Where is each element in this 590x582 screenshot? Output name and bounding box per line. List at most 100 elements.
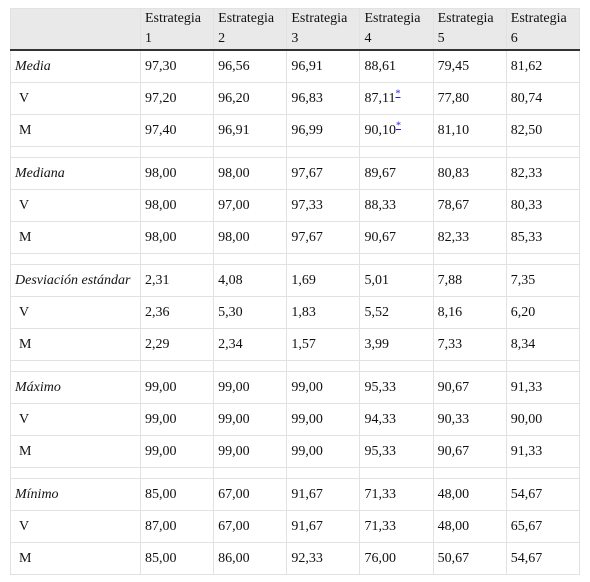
footnote-link[interactable]: * — [395, 88, 401, 100]
value-cell: 82,33 — [505, 157, 581, 190]
value-cell: 82,33 — [432, 221, 507, 254]
value-cell: 90,67 — [432, 435, 507, 468]
data-row: M 2,29 2,34 1,57 3,99 7,33 8,34 — [10, 328, 581, 361]
spacer-cell — [505, 253, 581, 265]
header-cell: Estrategia 3 — [286, 8, 361, 51]
data-row: M 98,00 98,00 97,67 90,67 82,33 85,33 — [10, 221, 581, 254]
cell-value: 87,11 — [364, 91, 396, 106]
value-cell: 91,33 — [505, 371, 581, 404]
spacer-cell — [286, 360, 361, 372]
row-label: Desviación estándar — [10, 264, 141, 297]
value-cell: 81,62 — [505, 49, 581, 83]
value-cell: 97,20 — [139, 82, 215, 115]
value-cell: 96,91 — [286, 49, 361, 83]
header-row: Estrategia 1 Estrategia 2 Estrategia 3 Estr… — [10, 8, 581, 51]
value-cell: 98,00 — [213, 221, 288, 254]
value-cell: 90,67 — [432, 371, 507, 404]
value-cell: 95,33 — [359, 371, 434, 404]
data-row: Máximo 99,00 99,00 99,00 95,33 90,67 91,33 — [10, 371, 581, 404]
value-cell: 90,33 — [432, 403, 507, 436]
spacer-cell — [505, 467, 581, 479]
spacer-cell — [10, 253, 141, 265]
value-cell: 71,33 — [359, 510, 434, 543]
value-cell: 87,00 — [139, 510, 215, 543]
value-cell: 2,34 — [213, 328, 288, 361]
spacer-cell — [432, 253, 507, 265]
value-cell: 99,00 — [213, 435, 288, 468]
spacer-cell — [213, 146, 288, 158]
value-cell: 5,52 — [359, 296, 434, 329]
value-cell: 98,00 — [139, 157, 215, 190]
data-row: M 85,00 86,00 92,33 76,00 50,67 54,67 — [10, 542, 581, 575]
value-cell: 99,00 — [139, 435, 215, 468]
value-cell: 80,33 — [505, 189, 581, 222]
row-label: V — [10, 82, 141, 115]
value-cell: 8,34 — [505, 328, 581, 361]
spacer-cell — [213, 360, 288, 372]
value-cell: 91,67 — [286, 510, 361, 543]
spacer-row — [10, 360, 581, 372]
value-cell: 97,33 — [286, 189, 361, 222]
row-label: Media — [10, 49, 141, 83]
data-row: V 87,00 67,00 91,67 71,33 48,00 65,67 — [10, 510, 581, 543]
value-cell: 88,33 — [359, 189, 434, 222]
value-cell: 96,99 — [286, 114, 361, 147]
spacer-cell — [432, 360, 507, 372]
value-cell: 7,33 — [432, 328, 507, 361]
footnote-link[interactable]: * — [395, 120, 401, 132]
value-cell: 91,33 — [505, 435, 581, 468]
spacer-row — [10, 467, 581, 479]
value-cell: 85,00 — [139, 542, 215, 575]
spacer-cell — [359, 146, 434, 158]
value-cell: 96,56 — [213, 49, 288, 83]
value-cell: 79,45 — [432, 49, 507, 83]
value-cell: 88,61 — [359, 49, 434, 83]
data-row: Mínimo 85,00 67,00 91,67 71,33 48,00 54,67 — [10, 478, 581, 511]
spacer-cell — [432, 146, 507, 158]
spacer-cell — [10, 360, 141, 372]
value-cell: 95,33 — [359, 435, 434, 468]
value-cell: 99,00 — [139, 403, 215, 436]
header-cell: Estrategia 2 — [213, 8, 288, 51]
value-cell: 99,00 — [139, 371, 215, 404]
spacer-cell — [505, 360, 581, 372]
row-label: Mínimo — [10, 478, 141, 511]
value-cell: 54,67 — [505, 542, 581, 575]
spacer-cell — [213, 253, 288, 265]
value-cell: 89,67 — [359, 157, 434, 190]
value-cell: 85,33 — [505, 221, 581, 254]
value-cell: 97,67 — [286, 157, 361, 190]
spacer-cell — [286, 253, 361, 265]
value-cell: 97,67 — [286, 221, 361, 254]
value-cell: 97,40 — [139, 114, 215, 147]
value-cell: 5,01 — [359, 264, 434, 297]
spacer-cell — [213, 467, 288, 479]
value-cell: 48,00 — [432, 478, 507, 511]
value-cell: 4,08 — [213, 264, 288, 297]
value-cell: 1,69 — [286, 264, 361, 297]
value-cell: 87,11* — [359, 82, 434, 115]
row-label: Máximo — [10, 371, 141, 404]
value-cell: 80,74 — [505, 82, 581, 115]
row-label: V — [10, 296, 141, 329]
value-cell: 81,10 — [432, 114, 507, 147]
data-row: V 97,20 96,20 96,83 87,11* 77,80 80,74 — [10, 82, 581, 115]
value-cell: 2,31 — [139, 264, 215, 297]
spacer-cell — [432, 467, 507, 479]
row-label: M — [10, 542, 141, 575]
value-cell: 90,67 — [359, 221, 434, 254]
value-cell: 92,33 — [286, 542, 361, 575]
spacer-cell — [359, 253, 434, 265]
value-cell: 80,83 — [432, 157, 507, 190]
value-cell: 67,00 — [213, 510, 288, 543]
value-cell: 1,83 — [286, 296, 361, 329]
spacer-cell — [139, 360, 215, 372]
spacer-cell — [139, 467, 215, 479]
value-cell: 5,30 — [213, 296, 288, 329]
value-cell: 99,00 — [213, 371, 288, 404]
value-cell: 65,67 — [505, 510, 581, 543]
value-cell: 1,57 — [286, 328, 361, 361]
row-label: M — [10, 328, 141, 361]
value-cell: 6,20 — [505, 296, 581, 329]
